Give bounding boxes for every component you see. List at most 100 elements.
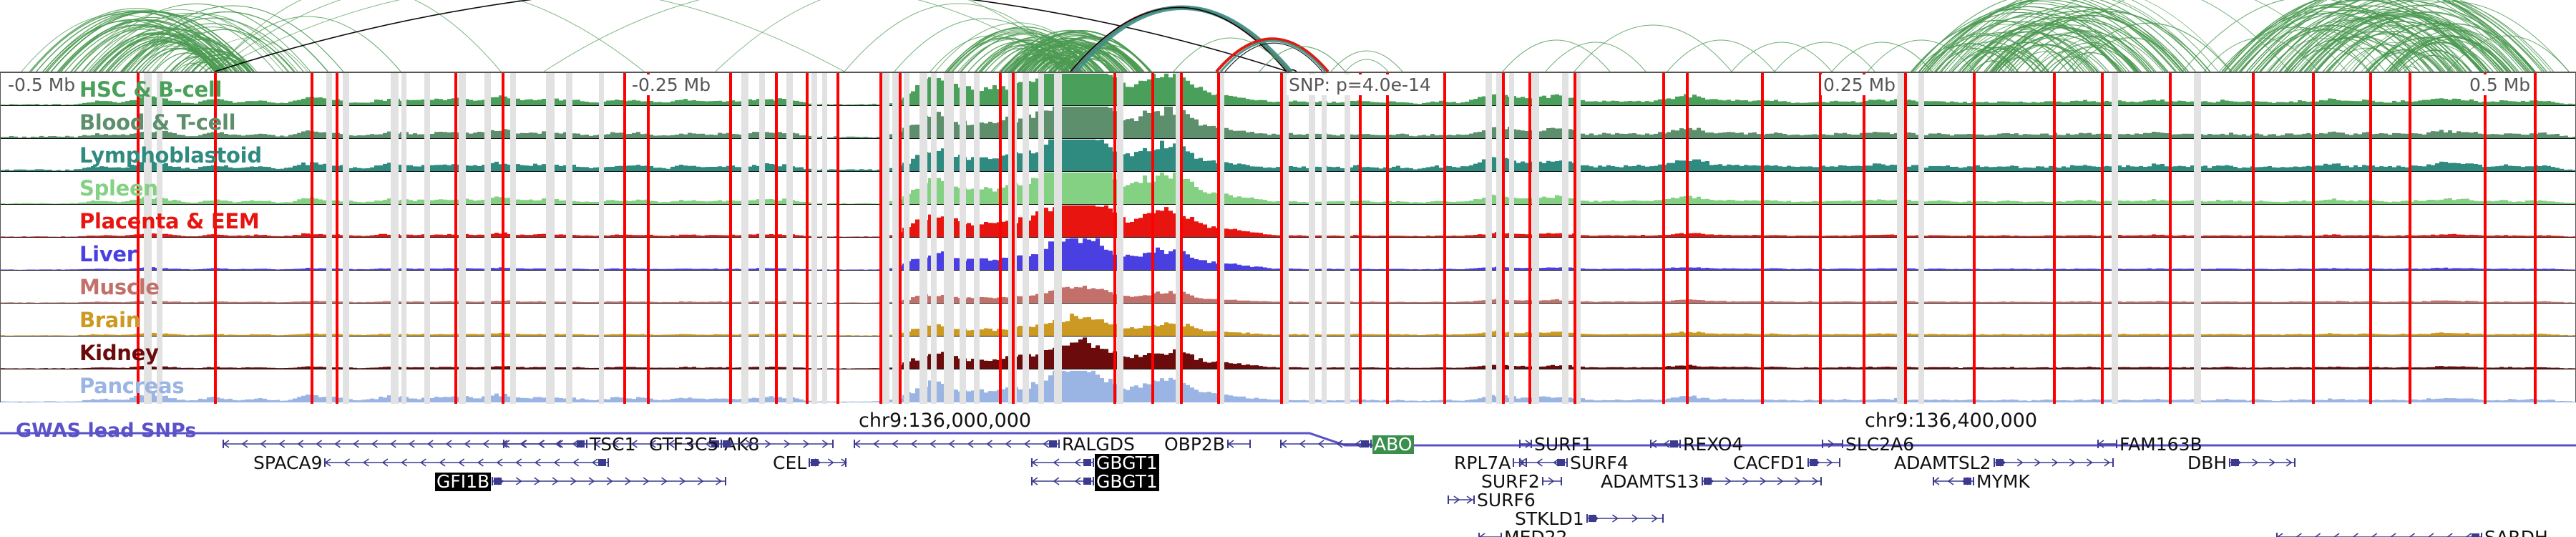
signal-track-muscle[interactable]: Muscle — [1, 271, 2575, 304]
interaction-arc — [2313, 15, 2504, 72]
gene-annotation-panel: AK8 SPACA9 TSC1 GFI1B GTF3C5 CEL RALGDS GBGT1 GB… — [0, 435, 2576, 537]
signal-track-lymphoblastoid[interactable]: Lymphoblastoid — [1, 139, 2575, 172]
genomic-coordinate-label-1: chr9:136,400,000 — [1865, 410, 2038, 432]
gene-adamts13[interactable]: ADAMTS13 — [1599, 473, 1823, 491]
interaction-arc — [2025, 35, 2148, 72]
interaction-arc — [130, 23, 294, 72]
interaction-arc — [1259, 46, 1346, 72]
interaction-arc — [1545, 42, 1646, 72]
signal-track-blood-t-cell[interactable]: Blood & T-cell — [1, 106, 2575, 139]
gene-dbh[interactable]: DBH — [2186, 454, 2296, 473]
gene-label: DBH — [2187, 453, 2228, 473]
gene-adamtsl2[interactable]: ADAMTSL2 — [1893, 454, 2114, 473]
gene-fam163b[interactable]: FAM163B — [2097, 435, 2204, 454]
interaction-arc — [1010, 55, 1066, 72]
interaction-arc — [214, 0, 845, 72]
track-signal-area — [1, 172, 2575, 204]
gene-model — [1807, 455, 1841, 472]
interaction-arc — [2067, 22, 2232, 72]
gene-model — [323, 455, 610, 472]
interaction-arc — [2051, 47, 2137, 72]
interaction-arc — [948, 29, 1090, 72]
interaction-arc — [1002, 49, 1078, 72]
interaction-arc — [960, 34, 1086, 72]
signal-track-pancreas[interactable]: Pancreas — [1, 369, 2575, 402]
interaction-arc — [2326, 47, 2407, 72]
signal-track-stack: HSC & B-cell Blood & T-cell Lymphoblastoid… — [0, 72, 2576, 404]
axis-tick-0: -0.5 Mb — [6, 74, 78, 95]
interaction-arc — [86, 15, 276, 72]
gene-rexo4[interactable]: REXO4 — [1649, 435, 1745, 454]
gene-model — [2228, 455, 2296, 472]
interaction-arc — [1345, 59, 1389, 72]
interaction-arc — [2275, 0, 2519, 72]
gene-gfi1b[interactable]: GFI1B — [435, 473, 727, 491]
interaction-arc — [21, 14, 215, 72]
interaction-arc — [1831, 42, 1933, 72]
gene-surf1[interactable]: SURF1 — [1518, 435, 1594, 454]
gene-gbgt1[interactable]: GBGT1 — [1030, 454, 1159, 473]
track-signal-area — [1, 271, 2575, 303]
interaction-arc — [47, 11, 250, 72]
interaction-arc — [91, 12, 290, 72]
interaction-arc — [951, 31, 1089, 72]
gene-obp2b[interactable]: OBP2B — [1163, 435, 1252, 454]
interaction-arc — [2253, 24, 2411, 72]
gene-label: TSC1 — [590, 435, 636, 455]
interaction-arc — [45, 19, 222, 72]
signal-track-spleen[interactable]: Spleen — [1, 172, 2575, 205]
gene-gtf3c5[interactable]: GTF3C5 — [648, 435, 834, 454]
interaction-arc — [2182, 0, 2434, 72]
gene-model — [1518, 436, 1533, 453]
interaction-arc — [2203, 37, 2319, 72]
gene-model — [2097, 436, 2118, 453]
interaction-arc — [136, 26, 288, 72]
gene-slc2a6[interactable]: SLC2A6 — [1821, 435, 1916, 454]
signal-track-brain[interactable]: Brain — [1, 304, 2575, 337]
signal-track-liver[interactable]: Liver — [1, 238, 2575, 271]
interaction-arc — [2260, 10, 2467, 72]
gene-ralgds[interactable]: RALGDS — [853, 435, 1136, 454]
gene-surf2[interactable]: SURF2 — [1480, 473, 1563, 491]
gene-cacfd1[interactable]: CACFD1 — [1732, 454, 1841, 473]
signal-track-placenta-eem[interactable]: Placenta & EEM — [1, 205, 2575, 238]
interaction-arc — [1011, 30, 1151, 72]
interaction-arc — [1941, 0, 2210, 72]
gene-label: STKLD1 — [1515, 508, 1584, 529]
gene-stkld1[interactable]: STKLD1 — [1513, 510, 1664, 528]
gene-label: SARDH — [2483, 528, 2550, 537]
gene-cel[interactable]: CEL — [771, 454, 848, 473]
gene-label: OBP2B — [1164, 435, 1225, 455]
interaction-arc — [1867, 39, 1976, 72]
interaction-arc — [1918, 1, 2157, 72]
gene-label: SURF4 — [1570, 453, 1629, 473]
gene-surf4[interactable]: SURF4 — [1518, 454, 1630, 473]
interaction-arc — [2041, 35, 2164, 72]
interaction-arc — [2230, 6, 2451, 72]
gene-gbgt1[interactable]: GBGT1 — [1030, 473, 1159, 491]
interaction-arc — [30, 10, 237, 72]
track-signal-area — [1, 139, 2575, 171]
gene-model — [1226, 436, 1252, 453]
interaction-arc — [894, 18, 1074, 72]
signal-profile — [1, 73, 2575, 105]
interaction-arc — [122, 17, 304, 72]
interaction-arc — [214, 0, 645, 72]
signal-track-kidney[interactable]: Kidney — [1, 337, 2575, 369]
gene-spaca9[interactable]: SPACA9 — [252, 454, 610, 473]
gene-med22[interactable]: MED22 — [1478, 528, 1568, 537]
gene-model — [1701, 473, 1823, 490]
gene-label: GFI1B — [435, 471, 492, 492]
interaction-arc — [1914, 45, 2004, 72]
gene-mymk[interactable]: MYMK — [1932, 473, 2031, 491]
gene-abo[interactable]: ABO — [1279, 435, 1414, 454]
track-signal-area — [1, 238, 2575, 270]
gene-tsc1[interactable]: TSC1 — [502, 435, 638, 454]
gene-surf6[interactable]: SURF6 — [1447, 491, 1537, 510]
gene-rpl7a[interactable]: RPL7A — [1453, 454, 1528, 473]
interaction-arc — [99, 38, 213, 72]
gene-sardh[interactable]: SARDH — [2275, 528, 2550, 537]
gene-model — [502, 436, 588, 453]
interaction-arc — [1936, 0, 2196, 72]
interaction-arc — [154, 52, 220, 72]
